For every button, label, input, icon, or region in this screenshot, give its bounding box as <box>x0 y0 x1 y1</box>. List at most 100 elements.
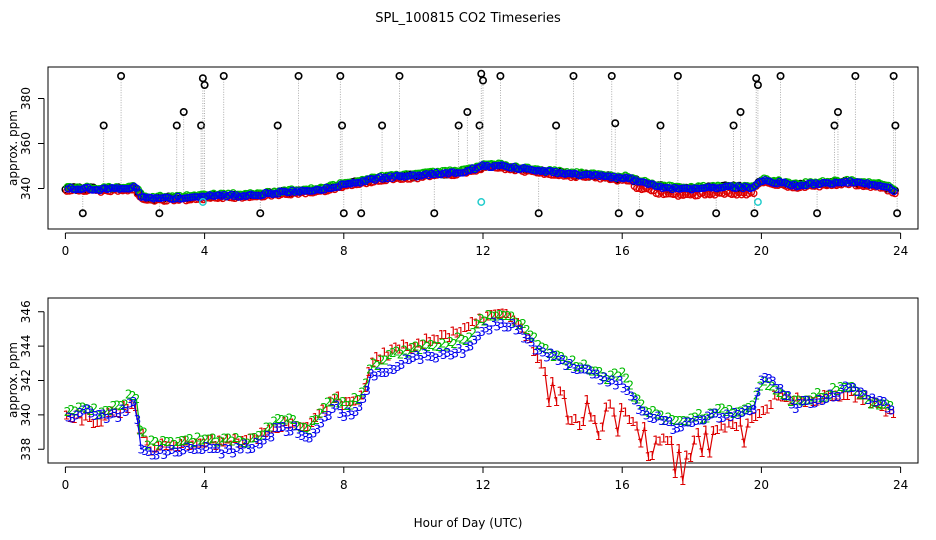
series-1-point: 1 <box>752 410 760 424</box>
series-3-point: 3 <box>99 407 107 421</box>
series-2-point: 2 <box>136 424 144 438</box>
series-1-point: 1 <box>537 358 545 372</box>
bottom-y-axis-label: approx. ppm <box>6 342 20 418</box>
series-1-point: 1 <box>855 389 863 403</box>
series-1-point: 1 <box>526 332 534 346</box>
series-1-point: 1 <box>510 313 518 327</box>
series-3-point: 3 <box>593 367 601 381</box>
series-1-point: 1 <box>461 321 469 335</box>
series-1-point: 1 <box>304 420 312 434</box>
series-1-point: 1 <box>683 448 691 462</box>
series-1-point: 1 <box>112 406 120 420</box>
series-3-point: 3 <box>344 405 352 419</box>
series-3-point: 3 <box>765 372 773 386</box>
raw-spike-point <box>753 81 762 90</box>
series-1-point: 1 <box>151 442 159 456</box>
series-1-point: 1 <box>365 365 373 379</box>
series-3-point: 3 <box>333 399 341 413</box>
series-3-point: 3 <box>451 347 459 361</box>
series-3-point: 3 <box>482 321 490 335</box>
series-1-jump-line <box>739 422 745 444</box>
series-1-jump-line <box>689 440 695 459</box>
series-3-point: 3 <box>857 386 865 400</box>
series-3-point: 3 <box>570 362 578 376</box>
series-3-point: 3 <box>704 409 712 423</box>
series-1-point: 1 <box>832 389 840 403</box>
bottom-y-axis: 338 340 342 344 346 <box>19 300 45 461</box>
series-2-point: 2 <box>818 391 826 405</box>
bottom-x-axis: 0 4 8 12 16 20 24 <box>62 466 908 492</box>
series-1-point: 1 <box>889 407 897 421</box>
series-3-point: 3 <box>183 440 191 454</box>
series-3-point: 3 <box>256 437 264 451</box>
series-1-point: 1 <box>105 406 113 420</box>
series-2-point: 2 <box>159 434 167 448</box>
series-2-point: 2 <box>646 406 654 420</box>
series-2-point: 2 <box>389 346 397 360</box>
series-1-point: 1 <box>120 399 128 413</box>
series-3-point: 3 <box>463 341 471 355</box>
x-tick-label: 16 <box>615 478 630 492</box>
series-1-point: 1 <box>250 431 258 445</box>
series-1-point: 1 <box>116 407 124 421</box>
series-3-point: 3 <box>647 411 655 425</box>
series-1-jump-line <box>582 400 588 423</box>
series-2-point: 2 <box>148 434 156 448</box>
series-3-point: 3 <box>735 408 743 422</box>
series-2-point: 2 <box>603 373 611 387</box>
series-1-point: 1 <box>407 343 415 357</box>
series-2-point: 2 <box>75 400 83 414</box>
series-3-point: 3 <box>715 411 723 425</box>
series-1-point: 1 <box>790 394 798 408</box>
series-1-point: 1 <box>553 395 561 409</box>
series-3-point: 3 <box>520 332 528 346</box>
series-1-point: 1 <box>503 307 511 321</box>
series-3-point: 3 <box>245 442 253 456</box>
series-2-point: 2 <box>152 435 160 449</box>
series-3-point <box>714 184 723 192</box>
series-3-point <box>868 181 876 189</box>
series-3-point: 3 <box>861 388 869 402</box>
y-tick-label: 340 <box>19 403 33 426</box>
series-1-point: 1 <box>174 440 182 454</box>
series-3-point: 3 <box>823 392 831 406</box>
series-2-point: 2 <box>309 414 317 428</box>
series-3-point: 3 <box>513 324 521 338</box>
series-1-point: 1 <box>373 350 381 364</box>
raw-spike-point <box>78 209 87 218</box>
series-2-point: 2 <box>688 412 696 426</box>
series-1-point: 1 <box>775 390 783 404</box>
series-2-point: 2 <box>665 410 673 424</box>
series-2-point: 2 <box>416 343 424 357</box>
series-1-point: 1 <box>755 407 763 421</box>
series-3-point: 3 <box>306 431 314 445</box>
series-1-point: 1 <box>66 411 74 425</box>
series-2-point: 2 <box>634 393 642 407</box>
series-2-point: 2 <box>802 393 810 407</box>
series-3-point: 3 <box>444 346 452 360</box>
series-2-point: 2 <box>868 398 876 412</box>
series-3-point: 3 <box>819 394 827 408</box>
series-1-point: 1 <box>480 315 488 329</box>
series-3-point: 3 <box>493 319 501 333</box>
series-1-jump-line <box>552 381 558 402</box>
series-3-point: 3 <box>352 405 360 419</box>
series-3-point: 3 <box>597 374 605 388</box>
series-2-point: 2 <box>527 328 535 342</box>
series-1-point: 1 <box>63 408 71 422</box>
series-3-jump-line <box>136 420 142 450</box>
series-2-point: 2 <box>102 404 110 418</box>
series-1-point: 1 <box>744 417 752 431</box>
series-3-point: 3 <box>796 397 804 411</box>
series-2-point: 2 <box>224 431 232 445</box>
y-tick-label: 346 <box>19 300 33 323</box>
series-2-point: 2 <box>205 432 213 446</box>
series-3-point: 3 <box>773 382 781 396</box>
x-axis-label: Hour of Day (UTC) <box>414 516 523 530</box>
raw-spike-point <box>496 72 505 81</box>
series-3-point: 3 <box>650 412 658 426</box>
x-tick-label: 8 <box>340 244 348 258</box>
series-1-point: 1 <box>212 439 220 453</box>
series-3-point: 3 <box>141 444 149 458</box>
series-1-point: 1 <box>70 412 78 426</box>
